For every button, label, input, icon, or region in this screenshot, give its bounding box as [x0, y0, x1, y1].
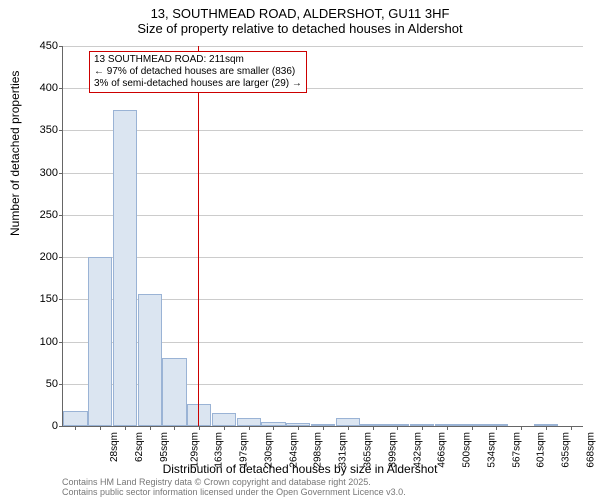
xtick-mark [373, 426, 374, 430]
xtick-label: 28sqm [109, 432, 120, 462]
ytick-label: 50 [28, 378, 58, 390]
reference-line [198, 46, 199, 426]
histogram-bar [237, 418, 261, 426]
ytick-mark [59, 215, 63, 216]
xtick-label: 62sqm [134, 432, 145, 462]
chart-subtitle: Size of property relative to detached ho… [0, 21, 600, 36]
ytick-mark [59, 299, 63, 300]
histogram-bar [138, 294, 162, 426]
xtick-mark [75, 426, 76, 430]
xtick-label: 95sqm [159, 432, 170, 462]
ytick-mark [59, 342, 63, 343]
xtick-mark [323, 426, 324, 430]
chart-title: 13, SOUTHMEAD ROAD, ALDERSHOT, GU11 3HF [0, 0, 600, 21]
annotation-line3: 3% of semi-detached houses are larger (2… [94, 78, 302, 90]
ytick-label: 150 [28, 293, 58, 305]
histogram-bar [187, 404, 211, 426]
xtick-mark [273, 426, 274, 430]
x-axis-label: Distribution of detached houses by size … [0, 462, 600, 476]
histogram-bar [63, 411, 87, 426]
gridline [63, 173, 583, 174]
footer-line2: Contains public sector information licen… [62, 488, 406, 498]
gridline [63, 257, 583, 258]
xtick-mark [472, 426, 473, 430]
xtick-mark [224, 426, 225, 430]
gridline [63, 130, 583, 131]
xtick-mark [496, 426, 497, 430]
ytick-label: 200 [28, 251, 58, 263]
histogram-bar [212, 413, 236, 427]
xtick-mark [249, 426, 250, 430]
annotation-line2: ← 97% of detached houses are smaller (83… [94, 66, 302, 78]
xtick-mark [397, 426, 398, 430]
gridline [63, 46, 583, 47]
xtick-mark [174, 426, 175, 430]
xtick-mark [150, 426, 151, 430]
xtick-mark [125, 426, 126, 430]
xtick-mark [447, 426, 448, 430]
ytick-mark [59, 384, 63, 385]
footer-attribution: Contains HM Land Registry data © Crown c… [62, 478, 406, 498]
xtick-mark [199, 426, 200, 430]
ytick-mark [59, 88, 63, 89]
histogram-bar [113, 110, 137, 426]
xtick-mark [571, 426, 572, 430]
y-axis-label: Number of detached properties [8, 71, 22, 236]
plot-area: 05010015020025030035040045028sqm62sqm95s… [62, 46, 583, 427]
histogram-bar [88, 257, 112, 426]
chart-container: 13, SOUTHMEAD ROAD, ALDERSHOT, GU11 3HF … [0, 0, 600, 500]
annotation-line1: 13 SOUTHMEAD ROAD: 211sqm [94, 54, 302, 66]
ytick-label: 350 [28, 124, 58, 136]
histogram-bar [162, 358, 186, 426]
ytick-label: 0 [28, 420, 58, 432]
ytick-label: 400 [28, 82, 58, 94]
ytick-label: 300 [28, 167, 58, 179]
ytick-mark [59, 257, 63, 258]
ytick-mark [59, 130, 63, 131]
xtick-mark [100, 426, 101, 430]
xtick-mark [521, 426, 522, 430]
ytick-label: 450 [28, 40, 58, 52]
ytick-label: 100 [28, 336, 58, 348]
xtick-mark [348, 426, 349, 430]
ytick-label: 250 [28, 209, 58, 221]
ytick-mark [59, 173, 63, 174]
ytick-mark [59, 426, 63, 427]
xtick-mark [298, 426, 299, 430]
xtick-mark [422, 426, 423, 430]
histogram-bar [336, 418, 360, 426]
ytick-mark [59, 46, 63, 47]
gridline [63, 215, 583, 216]
xtick-mark [546, 426, 547, 430]
annotation-box: 13 SOUTHMEAD ROAD: 211sqm← 97% of detach… [89, 51, 307, 93]
chart-area: 05010015020025030035040045028sqm62sqm95s… [62, 46, 582, 426]
